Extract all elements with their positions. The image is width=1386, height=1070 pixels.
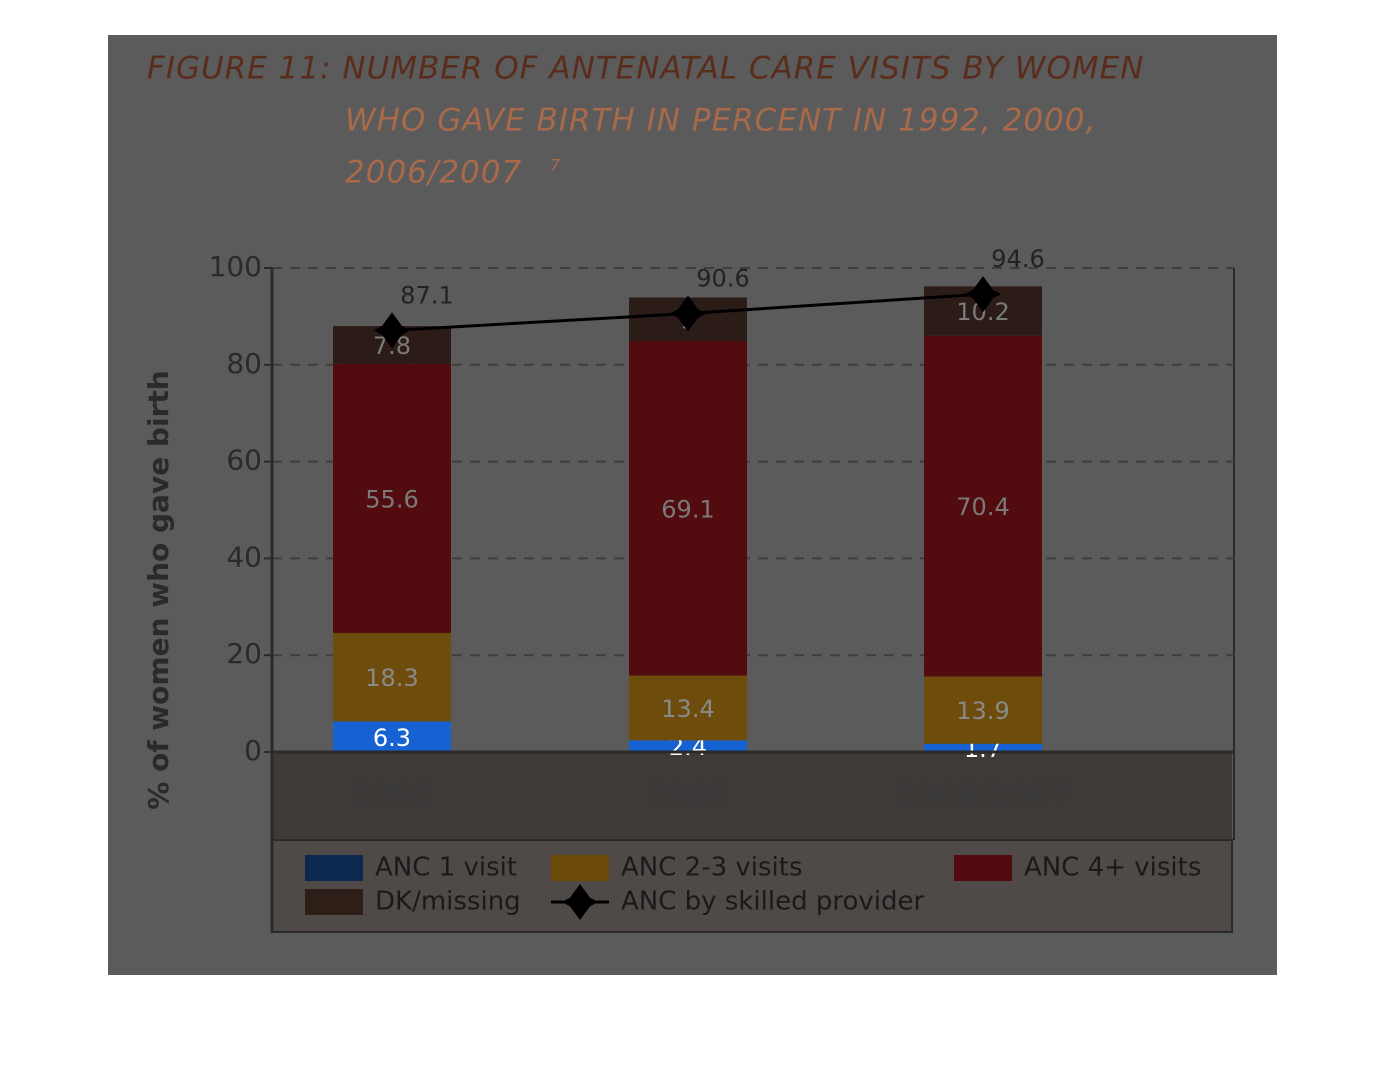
legend-label: ANC 1 visit (375, 853, 517, 883)
chart-title: FIGURE 11: NUMBER OF ANTENATAL CARE VISI… (147, 51, 1144, 87)
data-label: 13.4 (661, 695, 714, 723)
legend-swatch (305, 889, 363, 915)
y-tick-label: 80 (226, 347, 262, 380)
chart-title: 2006/2007 (345, 155, 522, 191)
y-tick-label: 60 (226, 444, 262, 477)
bar-segment (333, 721, 451, 752)
y-axis-label: % of women who gave birth (142, 370, 175, 809)
bar-segment (924, 676, 1042, 744)
axis-band (272, 752, 1232, 840)
data-label: 87.1 (400, 281, 453, 309)
bar-segment (333, 363, 451, 633)
y-tick-label: 40 (226, 540, 262, 573)
title-note: 7 (550, 156, 561, 175)
legend-marker (562, 884, 598, 920)
bar-segment (629, 740, 747, 752)
legend-swatch (954, 855, 1012, 881)
legend-label: DK/missing (375, 887, 521, 917)
x-tick-label: 1992 (350, 779, 434, 814)
legend-swatch (551, 855, 609, 881)
legend-box (271, 839, 1233, 933)
line-marker (374, 312, 410, 349)
bar-segment (629, 675, 747, 741)
data-label: 13.9 (956, 697, 1009, 725)
line-marker (965, 276, 1001, 313)
data-label: 69.1 (661, 495, 714, 523)
data-label: 18.3 (365, 664, 418, 692)
bar-segment (629, 341, 747, 676)
y-tick-label: 0 (244, 734, 262, 767)
x-tick-label: 2006/2007 (894, 779, 1072, 814)
line-marker (670, 295, 706, 332)
data-label: 70.4 (956, 493, 1009, 521)
chart-title: WHO GAVE BIRTH IN PERCENT IN 1992, 2000, (345, 103, 1096, 139)
legend-label: ANC 4+ visits (1024, 853, 1201, 883)
legend-swatch (305, 855, 363, 881)
y-tick-label: 100 (209, 250, 262, 283)
legend-label: ANC 2-3 visits (621, 853, 803, 883)
x-tick-label: 2000 (646, 779, 730, 814)
y-tick-label: 20 (226, 637, 262, 670)
legend-label: ANC by skilled provider (621, 887, 924, 917)
bar-segment (333, 632, 451, 722)
data-label: 55.6 (365, 485, 418, 513)
bar-segment (924, 335, 1042, 677)
data-label: 6.3 (373, 724, 411, 752)
data-label: 94.6 (991, 245, 1044, 273)
bar-segment (924, 743, 1042, 752)
data-label: 90.6 (696, 264, 749, 292)
